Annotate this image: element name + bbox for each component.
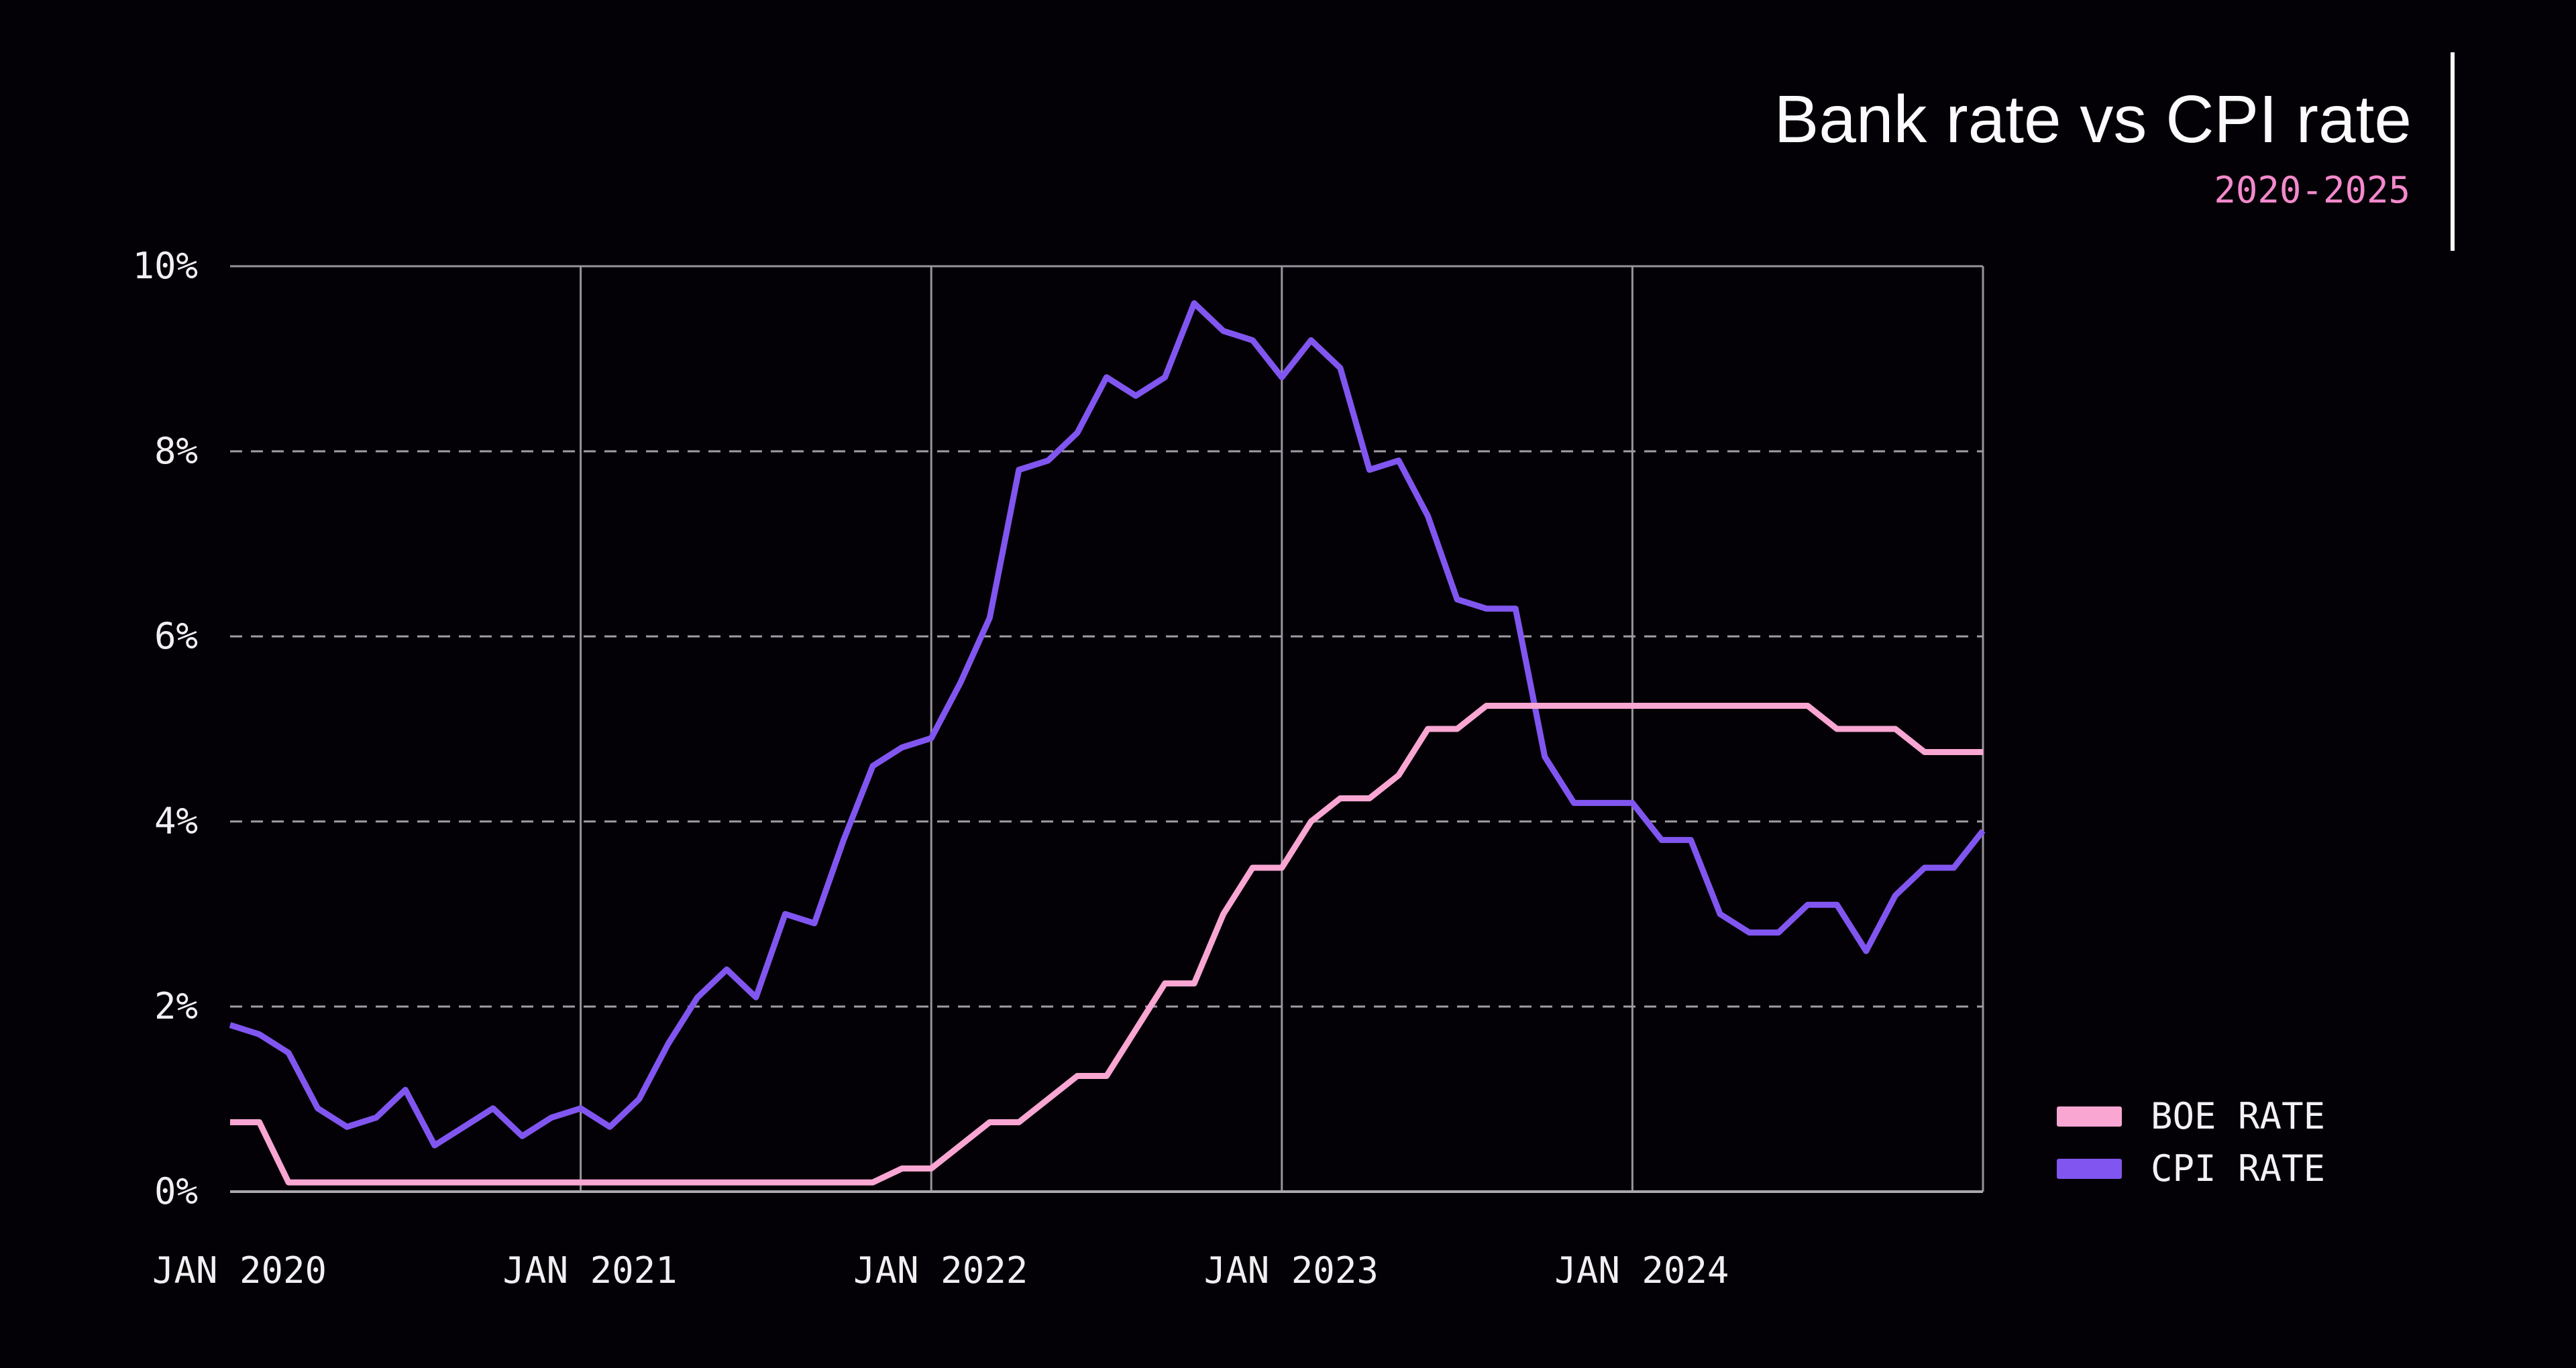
page-title: Bank rate vs CPI rate (1774, 82, 2412, 157)
x-tick-label: JAN 2021 (502, 1249, 678, 1292)
cpi-rate-line (229, 300, 1986, 1149)
legend-label-boe: BOE RATE (2151, 1095, 2326, 1137)
legend-item-boe: BOE RATE (2057, 1090, 2325, 1143)
x-tick-label: JAN 2022 (853, 1249, 1028, 1292)
y-tick-label: 0% (154, 1170, 198, 1212)
y-tick-label: 4% (154, 800, 198, 842)
x-tick-label: JAN 2023 (1203, 1249, 1379, 1292)
page-subtitle: 2020-2025 (2214, 169, 2410, 211)
x-tick-label: JAN 2020 (152, 1249, 327, 1292)
y-tick-label: 2% (154, 985, 198, 1027)
x-tick-label: JAN 2024 (1554, 1249, 1729, 1292)
y-tick-label: 10% (132, 245, 198, 287)
boe-rate-line (230, 703, 1983, 1186)
cpi-rate-swatch (2057, 1159, 2122, 1179)
y-tick-label: 8% (154, 430, 198, 472)
legend-item-cpi: CPI RATE (2057, 1143, 2325, 1195)
boe-rate-swatch (2057, 1106, 2122, 1127)
legend: BOE RATE CPI RATE (2057, 1090, 2325, 1195)
legend-label-cpi: CPI RATE (2151, 1147, 2326, 1190)
y-tick-label: 6% (154, 615, 198, 657)
title-divider-bar (2451, 52, 2455, 251)
